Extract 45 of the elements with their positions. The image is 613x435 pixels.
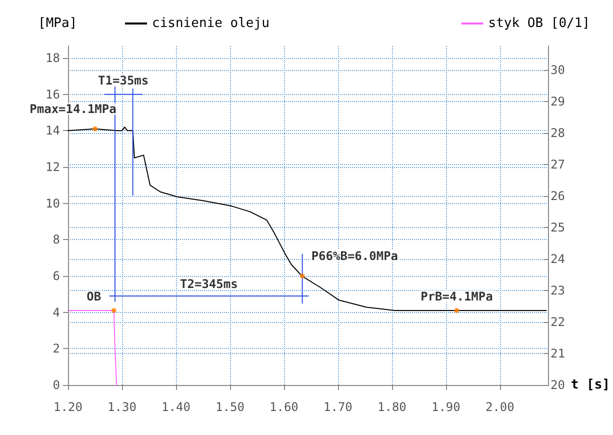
- legend-label: styk OB [0/1]: [488, 16, 590, 31]
- y2-tick-label: 22: [550, 314, 565, 329]
- annotation: T2=345ms: [180, 276, 238, 291]
- y2-tick-label: 28: [550, 126, 565, 140]
- line-series: [68, 126, 547, 312]
- y2-tick-label: 21: [550, 346, 565, 360]
- y2-tick-label: 26: [550, 188, 565, 203]
- x-tick-label: 1.30: [108, 400, 136, 414]
- annotation: T1=35ms: [98, 73, 149, 88]
- legend-label: cisnienie oleju: [152, 16, 270, 31]
- x-tick-label: 1.80: [377, 400, 406, 414]
- y2-tick-label: 24: [550, 252, 565, 266]
- y-tick-label: 16: [46, 87, 60, 102]
- y-tick-label: 18: [46, 50, 60, 65]
- y-tick-label: 14: [46, 124, 60, 138]
- y2-tick-label: 20: [550, 378, 565, 392]
- y2-tick-label: 30: [550, 62, 565, 77]
- y-tick-label: 12: [46, 160, 60, 174]
- point: [92, 126, 98, 132]
- annotation: Pmax=14.1MPa: [30, 102, 116, 116]
- x-tick-label: 1.40: [162, 400, 190, 414]
- y-axis-title: [MPa]: [38, 16, 78, 31]
- annotation: OB: [86, 290, 102, 304]
- point: [111, 308, 116, 314]
- x-tick-label: 1.20: [54, 400, 82, 414]
- y-tick-label: 0: [52, 378, 60, 392]
- y2-tick-label: 27: [550, 157, 565, 172]
- y-tick-label: 6: [52, 268, 60, 283]
- point: [300, 274, 305, 278]
- x-tick-label: 1.50: [216, 400, 244, 414]
- y-tick-label: 8: [52, 232, 60, 247]
- point: [454, 308, 460, 314]
- y2-tick-label: 23: [550, 283, 565, 298]
- annotation: P66%B=6.0MPa: [311, 248, 398, 263]
- x-axis-title: t [s]: [570, 378, 610, 392]
- y-tick-label: 4: [52, 305, 60, 320]
- x-tick-label: 1.60: [270, 400, 298, 414]
- x-tick-label: 1.90: [431, 400, 460, 414]
- y2-tick-label: 29: [550, 94, 565, 108]
- x-tick-label: 1.70: [324, 400, 352, 414]
- y2-tick-label: 25: [550, 220, 565, 234]
- y-tick-label: 2: [52, 342, 60, 356]
- annotation: PrB=4.1MPa: [420, 290, 493, 304]
- x-tick-label: 2.00: [485, 400, 514, 414]
- y-tick-label: 10: [46, 196, 60, 210]
